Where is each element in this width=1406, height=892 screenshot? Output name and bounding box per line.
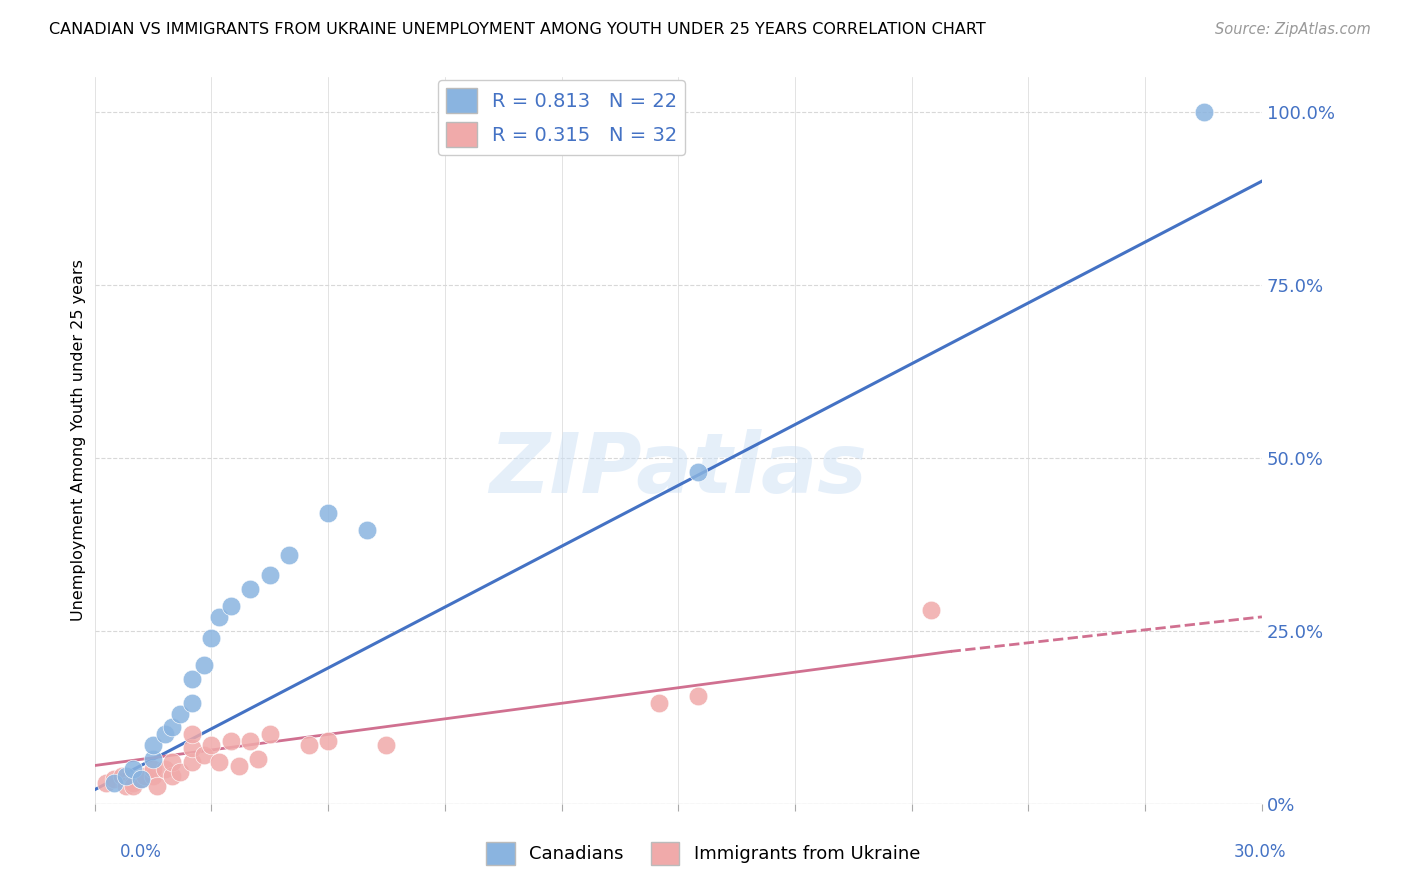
- Point: [246, 751, 269, 765]
- Text: ZIPatlas: ZIPatlas: [489, 429, 868, 510]
- Point: [316, 734, 339, 748]
- Point: [686, 465, 709, 479]
- Legend: R = 0.813   N = 22, R = 0.315   N = 32: R = 0.813 N = 22, R = 0.315 N = 32: [437, 80, 685, 155]
- Point: [200, 738, 222, 752]
- Point: [208, 610, 231, 624]
- Legend: Canadians, Immigrants from Ukraine: Canadians, Immigrants from Ukraine: [478, 835, 928, 872]
- Point: [142, 762, 165, 776]
- Point: [129, 772, 152, 787]
- Point: [103, 772, 125, 787]
- Text: Source: ZipAtlas.com: Source: ZipAtlas.com: [1215, 22, 1371, 37]
- Point: [153, 762, 176, 776]
- Point: [111, 769, 134, 783]
- Point: [278, 548, 301, 562]
- Point: [920, 603, 942, 617]
- Text: 30.0%: 30.0%: [1234, 843, 1286, 861]
- Point: [356, 524, 378, 538]
- Point: [297, 738, 319, 752]
- Point: [169, 706, 191, 721]
- Point: [142, 751, 165, 765]
- Point: [114, 779, 136, 793]
- Point: [103, 776, 125, 790]
- Y-axis label: Unemployment Among Youth under 25 years: Unemployment Among Youth under 25 years: [72, 260, 86, 622]
- Point: [259, 727, 281, 741]
- Point: [162, 721, 184, 735]
- Point: [259, 568, 281, 582]
- Point: [193, 658, 215, 673]
- Point: [316, 506, 339, 520]
- Point: [114, 769, 136, 783]
- Point: [180, 741, 202, 756]
- Point: [239, 582, 262, 597]
- Point: [169, 765, 191, 780]
- Point: [193, 748, 215, 763]
- Point: [122, 762, 145, 776]
- Point: [153, 727, 176, 741]
- Point: [180, 755, 202, 769]
- Point: [142, 738, 165, 752]
- Point: [180, 727, 202, 741]
- Point: [162, 769, 184, 783]
- Point: [219, 599, 242, 614]
- Point: [180, 696, 202, 710]
- Point: [129, 772, 152, 787]
- Text: CANADIAN VS IMMIGRANTS FROM UKRAINE UNEMPLOYMENT AMONG YOUTH UNDER 25 YEARS CORR: CANADIAN VS IMMIGRANTS FROM UKRAINE UNEM…: [49, 22, 986, 37]
- Point: [219, 734, 242, 748]
- Point: [239, 734, 262, 748]
- Point: [1192, 105, 1215, 120]
- Point: [208, 755, 231, 769]
- Point: [122, 776, 145, 790]
- Point: [375, 738, 398, 752]
- Point: [134, 769, 156, 783]
- Point: [180, 672, 202, 686]
- Text: 0.0%: 0.0%: [120, 843, 162, 861]
- Point: [96, 776, 118, 790]
- Point: [162, 755, 184, 769]
- Point: [686, 690, 709, 704]
- Point: [200, 631, 222, 645]
- Point: [146, 779, 169, 793]
- Point: [648, 696, 671, 710]
- Point: [142, 769, 165, 783]
- Point: [228, 758, 250, 772]
- Point: [122, 779, 145, 793]
